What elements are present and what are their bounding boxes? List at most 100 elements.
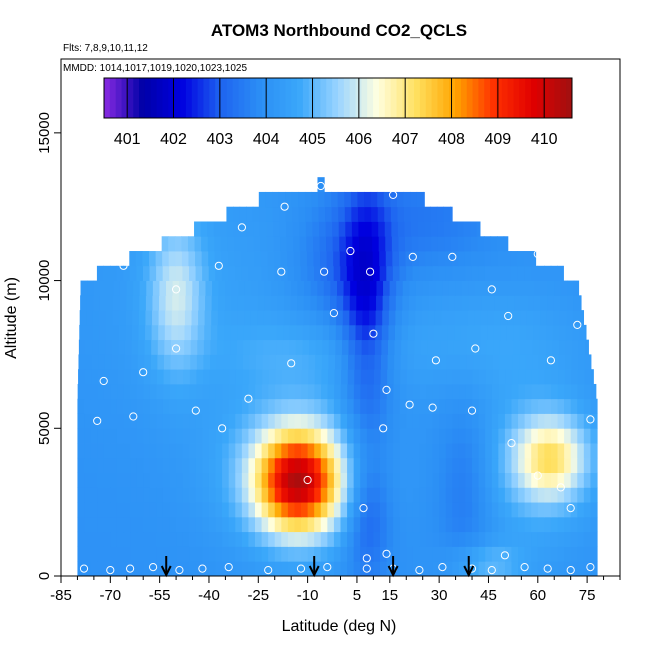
heatmap-cell	[314, 413, 322, 429]
heatmap-cell	[472, 502, 480, 518]
heatmap-cell	[399, 398, 407, 414]
heatmap-cell	[228, 502, 236, 518]
heatmap-cell	[201, 236, 209, 252]
heatmap-cell	[550, 487, 559, 503]
heatmap-cell	[136, 472, 144, 488]
heatmap-cell	[281, 369, 290, 385]
heatmap-cell	[457, 221, 465, 237]
heatmap-cell	[465, 457, 473, 473]
heatmap-cell	[438, 265, 447, 281]
colorbar-segment	[302, 78, 310, 118]
heatmap-cell	[374, 369, 382, 385]
heatmap-cell	[356, 280, 364, 296]
heatmap-cell	[168, 251, 176, 267]
heatmap-cell	[485, 472, 493, 488]
heatmap-cell	[169, 265, 177, 281]
heatmap-cell	[196, 369, 204, 385]
heatmap-cell	[478, 531, 486, 547]
heatmap-cell	[123, 472, 131, 488]
heatmap-cell	[162, 531, 171, 547]
heatmap-cell	[537, 561, 545, 576]
heatmap-cell	[512, 369, 520, 385]
heatmap-cell	[145, 310, 153, 326]
heatmap-cell	[333, 428, 342, 444]
heatmap-cell	[327, 531, 335, 547]
heatmap-cell	[84, 516, 92, 533]
heatmap-cell	[275, 354, 283, 370]
colorbar-segment	[431, 78, 438, 118]
heatmap-cell	[103, 428, 111, 444]
heatmap-cell	[557, 561, 565, 576]
colorbar-segment	[320, 78, 327, 118]
heatmap-cell	[425, 428, 434, 444]
heatmap-cell	[579, 324, 587, 341]
heatmap-cell	[258, 191, 266, 208]
heatmap-cell	[452, 428, 460, 444]
heatmap-cell	[393, 443, 401, 459]
heatmap-cell	[162, 398, 171, 414]
heatmap-cell	[379, 413, 388, 429]
heatmap-cell	[202, 502, 210, 518]
heatmap-cell	[229, 369, 237, 385]
heatmap-cell	[407, 354, 415, 370]
heatmap-cell	[281, 487, 289, 503]
heatmap-cell	[220, 221, 228, 237]
heatmap-cell	[182, 502, 190, 518]
heatmap-cell	[351, 206, 359, 222]
heatmap-cell	[132, 295, 140, 311]
heatmap-cell	[222, 487, 230, 503]
heatmap-cell	[445, 516, 453, 533]
heatmap-cell	[131, 324, 140, 341]
heatmap-cell	[334, 383, 342, 400]
heatmap-cell	[478, 443, 486, 459]
heatmap-cell	[544, 428, 552, 444]
heatmap-cell	[195, 472, 203, 488]
heatmap-cell	[452, 457, 460, 473]
heatmap-cell	[399, 428, 407, 444]
heatmap-cell	[130, 413, 138, 429]
colorbar-segment	[566, 78, 573, 118]
heatmap-cell	[307, 531, 315, 547]
colorbar-segment	[133, 78, 140, 118]
heatmap-cell	[268, 443, 276, 459]
heatmap-cell	[149, 265, 157, 281]
sample-point	[70, 341, 79, 350]
heatmap-cell	[524, 265, 532, 281]
heatmap-cell	[505, 354, 514, 370]
heatmap-cell	[401, 324, 409, 341]
heatmap-cell	[248, 398, 256, 414]
heatmap-cell	[472, 443, 480, 459]
heatmap-cell	[473, 339, 481, 355]
heatmap-cell	[432, 546, 440, 562]
heatmap-cell	[159, 295, 167, 311]
heatmap-cell	[314, 502, 322, 518]
heatmap-cell	[488, 280, 496, 296]
heatmap-cell	[390, 206, 399, 222]
heatmap-cell	[435, 280, 443, 296]
heatmap-cell	[432, 428, 440, 444]
heatmap-cell	[342, 324, 350, 341]
heatmap-cell	[302, 339, 310, 355]
heatmap-cell	[494, 310, 502, 326]
colorbar-segment	[542, 78, 550, 118]
heatmap-cell	[143, 502, 151, 518]
heatmap-cell	[307, 502, 315, 518]
heatmap-cell	[169, 472, 177, 488]
heatmap-cell	[498, 531, 506, 547]
heatmap-cell	[362, 324, 370, 341]
heatmap-cell	[485, 487, 493, 503]
heatmap-cell	[251, 280, 259, 296]
heatmap-cell	[304, 280, 312, 296]
heatmap-cell	[487, 310, 495, 326]
heatmap-cell	[406, 413, 414, 429]
y-tick-label: 5000	[36, 412, 53, 445]
heatmap-cell	[99, 324, 107, 341]
heatmap-cell	[255, 531, 263, 547]
heatmap-cell	[540, 295, 548, 311]
heatmap-cell	[399, 265, 407, 281]
heatmap-cell	[281, 561, 289, 576]
heatmap-cell	[504, 265, 512, 281]
heatmap-cell	[294, 561, 302, 576]
colorbar-segment	[109, 78, 117, 118]
heatmap-cell	[401, 339, 409, 355]
